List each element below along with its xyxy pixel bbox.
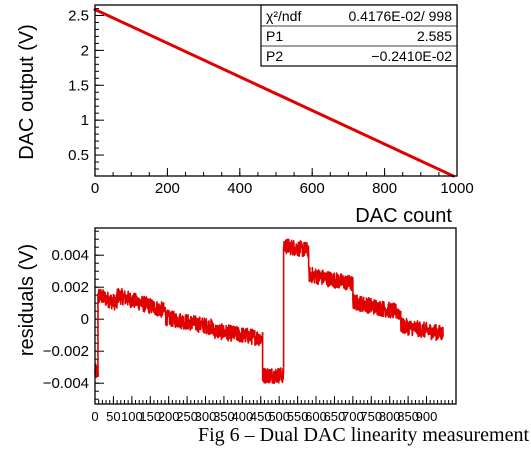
residuals-chart-x-tick-label: 700 xyxy=(342,409,364,424)
top-chart-x-tick-label: 800 xyxy=(372,180,397,197)
residuals-chart-x-tick-label: 850 xyxy=(397,409,419,424)
top-chart-x-tick-label: 400 xyxy=(227,180,252,197)
top-chart-x-tick-label: 0 xyxy=(91,180,99,197)
top-chart-y-tick-label: 2.5 xyxy=(68,7,89,24)
residual-segment xyxy=(116,287,167,318)
residuals-chart-x-tick-label: 150 xyxy=(139,409,161,424)
residuals-chart-x-tick-label: 900 xyxy=(416,409,438,424)
top-chart-data xyxy=(93,8,455,178)
residuals-chart-y-tick-label: −0.004 xyxy=(43,375,89,392)
residuals-chart-data xyxy=(94,238,444,384)
figure-caption-text: Fig 6 – Dual DAC linearity measurement xyxy=(197,424,529,446)
residual-segment xyxy=(97,288,118,377)
top-chart-x-axis-label: DAC count xyxy=(355,205,452,227)
residual-segment xyxy=(212,323,264,347)
top-chart: 0 200 400 600 800 1000 0.5 1 1.5 2 2.5 DAC output … xyxy=(16,4,474,227)
stats-chi2-value: 0.4176E-02/ 998 xyxy=(348,8,452,24)
linear-fit-line xyxy=(93,8,455,178)
residual-segment xyxy=(261,332,285,384)
top-chart-y-tick-label: 2 xyxy=(81,42,89,59)
top-chart-x-tick-label: 600 xyxy=(300,180,325,197)
stats-p1-value: 2.585 xyxy=(417,28,452,44)
residuals-chart-x-tick-label: 600 xyxy=(305,409,327,424)
stats-chi2-label: χ²/ndf xyxy=(266,8,301,24)
residuals-chart-x-tick-label: 800 xyxy=(379,409,401,424)
fit-statistics-box: χ²/ndf 0.4176E-02/ 998 P1 2.585 P2 −0.24… xyxy=(260,4,458,67)
residuals-chart-x-tick-label: 100 xyxy=(121,409,143,424)
residuals-chart-y-tick-label: 0 xyxy=(81,311,89,328)
residuals-chart-x-tick-label: 400 xyxy=(231,409,253,424)
top-chart-tick-labels: 0 200 400 600 800 1000 0.5 1 1.5 2 2.5 xyxy=(68,7,474,197)
residuals-chart-x-tick-label: 50 xyxy=(106,409,120,424)
top-chart-y-axis-label: DAC output (V) xyxy=(16,24,38,160)
residuals-chart-x-tick-label: 350 xyxy=(213,409,235,424)
residuals-chart-x-tick-label: 250 xyxy=(176,409,198,424)
residuals-chart-y-axis-label: residuals (V) xyxy=(16,244,38,356)
residual-segment xyxy=(399,310,444,341)
residuals-chart: 0 50 1001502002503003504004505005506006507… xyxy=(16,227,457,424)
stats-p1-label: P1 xyxy=(266,28,283,44)
top-chart-y-tick-label: 1 xyxy=(81,112,89,129)
residual-segment xyxy=(307,255,354,292)
residuals-chart-y-tick-label: 0.004 xyxy=(51,247,89,264)
residuals-chart-frame xyxy=(94,227,457,405)
residuals-chart-x-tick-label: 300 xyxy=(195,409,217,424)
residuals-chart-x-tick-label: 0 xyxy=(91,409,98,424)
residuals-chart-x-tick-label: 450 xyxy=(250,409,272,424)
residuals-chart-x-tick-label: 550 xyxy=(287,409,309,424)
top-chart-x-tick-label: 200 xyxy=(155,180,180,197)
residuals-chart-x-tick-label: 650 xyxy=(324,409,346,424)
top-chart-y-tick-label: 1.5 xyxy=(68,77,89,94)
stats-p2-label: P2 xyxy=(266,48,283,64)
residual-segment xyxy=(164,309,214,336)
residuals-chart-y-tick-label: 0.002 xyxy=(51,279,89,296)
figure-caption: Fig 6 – Dual DAC linearity measurement xyxy=(0,424,531,447)
residuals-chart-y-tick-label: −0.002 xyxy=(43,343,89,360)
top-chart-x-tick-label: 1000 xyxy=(440,180,473,197)
residual-segment xyxy=(282,238,310,368)
stats-p2-value: −0.2410E-02 xyxy=(371,48,452,64)
residuals-chart-x-tick-label: 750 xyxy=(360,409,382,424)
residual-segment xyxy=(352,279,402,320)
residuals-chart-tick-labels: 0 50 1001502002503003504004505005506006507… xyxy=(43,247,438,424)
residuals-chart-x-tick-label: 200 xyxy=(158,409,180,424)
top-chart-y-tick-label: 0.5 xyxy=(68,147,89,164)
residuals-chart-x-tick-label: 500 xyxy=(268,409,290,424)
